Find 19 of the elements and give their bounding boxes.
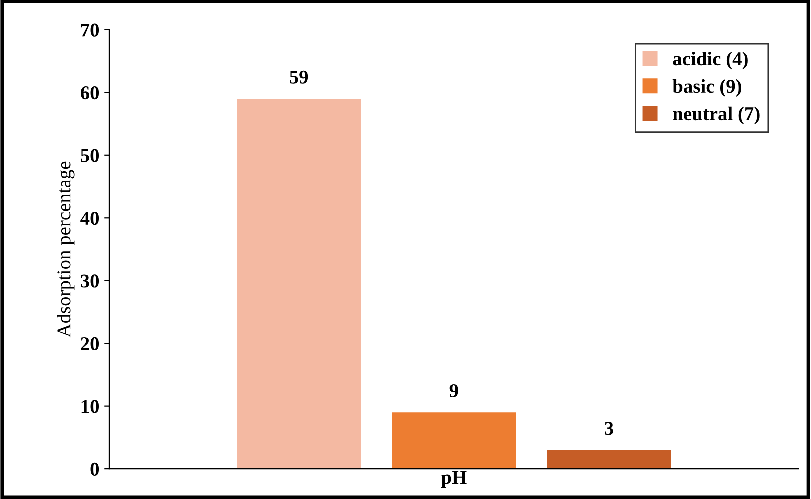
y-tick-label: 0 xyxy=(90,462,100,476)
data-label: 59 xyxy=(290,70,308,84)
y-tick-label: 60 xyxy=(80,86,100,100)
legend-label: neutral (7) xyxy=(673,106,760,125)
y-tick-label: 70 xyxy=(81,24,100,37)
y-tick-label: 40 xyxy=(80,212,100,226)
legend-label: basic (9) xyxy=(672,79,742,98)
y-axis-title: Adsorption percentage xyxy=(57,162,75,338)
bar xyxy=(237,98,362,470)
bar xyxy=(392,412,516,470)
y-tick-label: 50 xyxy=(81,149,100,162)
data-label: 9 xyxy=(450,384,458,398)
y-tick-label: 30 xyxy=(81,274,100,288)
data-label: 3 xyxy=(605,422,614,436)
y-tick-label: 20 xyxy=(81,337,100,351)
legend-label: acidic (4) xyxy=(673,52,748,70)
bar xyxy=(547,450,672,470)
y-tick-label: 10 xyxy=(82,400,100,414)
x-tick-label: pH xyxy=(441,471,467,488)
